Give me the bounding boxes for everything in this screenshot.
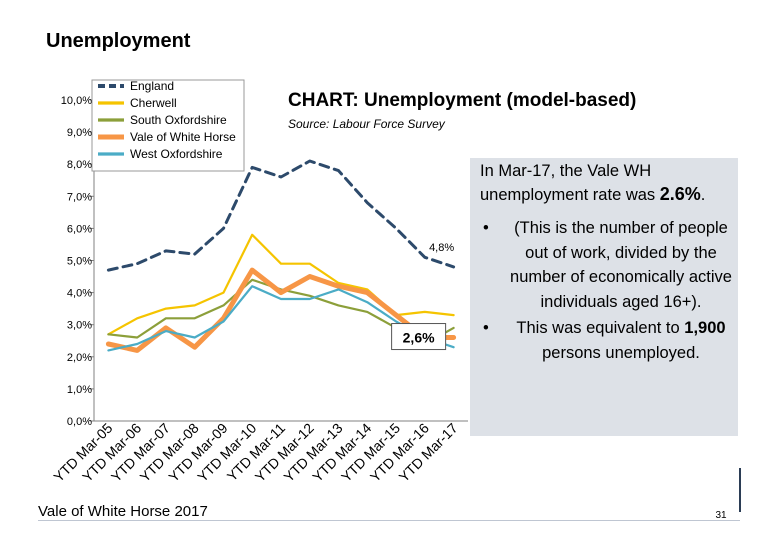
y-tick-label: 9,0%	[67, 127, 92, 139]
y-axis-tick-labels: 0,0% 1,0% 2,0% 3,0% 4,0% 5,0% 6,0% 7,0% 8,0% 9,0%…	[61, 95, 92, 428]
legend-box	[91, 79, 245, 172]
intro-end: .	[700, 186, 706, 204]
annotation-box	[391, 323, 447, 351]
y-tick-label: 8,0%	[67, 159, 92, 171]
annotation-label: 4,8%	[429, 242, 454, 254]
series-line-vale-of-white-horse	[105, 267, 457, 353]
y-tick-label: 0,0%	[67, 416, 92, 428]
y-tick-label: 10,0%	[61, 95, 92, 107]
summary-panel: In Mar-17, the Vale WH unemployment rate…	[470, 158, 738, 436]
y-tick-label: 5,0%	[67, 256, 92, 268]
intro-rate-value: 2.6%	[659, 184, 701, 204]
page-number: 31	[715, 510, 727, 521]
series-line-west-oxfordshire	[107, 285, 455, 352]
y-tick-label: 7,0%	[67, 191, 92, 203]
legend-label: Cherwell	[130, 96, 177, 110]
annotation-label: 2,6%	[403, 330, 435, 346]
intro-text: In Mar-17, the Vale WH unemployment rate…	[480, 162, 660, 204]
panel-intro: In Mar-17, the Vale WH unemployment rate…	[480, 160, 738, 207]
footer-title: Vale of White Horse 2017	[38, 503, 208, 520]
y-tick-label: 4,0%	[67, 288, 92, 300]
legend-label: Vale of White Horse	[130, 130, 236, 144]
bullet-definition-text: (This is the number of people out of wor…	[510, 219, 732, 311]
footer-divider	[38, 520, 740, 521]
persons-unemployed-value: 1,900	[684, 319, 726, 337]
bullet-persons: This was equivalent to 1,900 persons une…	[480, 316, 738, 365]
y-tick-label: 6,0%	[67, 223, 92, 235]
data-annotations: 4,8% 2,6%	[391, 242, 454, 351]
y-tick-label: 1,0%	[67, 384, 92, 396]
legend-label: West Oxfordshire	[130, 147, 223, 161]
bullet-persons-end: persons unemployed.	[542, 343, 700, 362]
chart-title: CHART: Unemployment (model-based)	[288, 90, 637, 111]
y-tick-label: 3,0%	[67, 320, 92, 332]
chart-source: Source: Labour Force Survey	[288, 117, 445, 131]
footer-accent-bar	[739, 468, 741, 512]
panel-bullets: (This is the number of people out of wor…	[480, 216, 738, 367]
page-title: Unemployment	[46, 30, 191, 52]
legend-label: South Oxfordshire	[130, 113, 227, 127]
y-tick-label: 2,0%	[67, 352, 92, 364]
series-line-england	[106, 159, 456, 272]
chart-legend: England Cherwell South Oxfordshire Vale of …	[91, 79, 245, 172]
bullet-definition: (This is the number of people out of wor…	[480, 216, 738, 314]
legend-label: England	[130, 79, 174, 93]
series-lines	[105, 159, 457, 353]
bullet-persons-text: This was equivalent to	[516, 319, 685, 337]
